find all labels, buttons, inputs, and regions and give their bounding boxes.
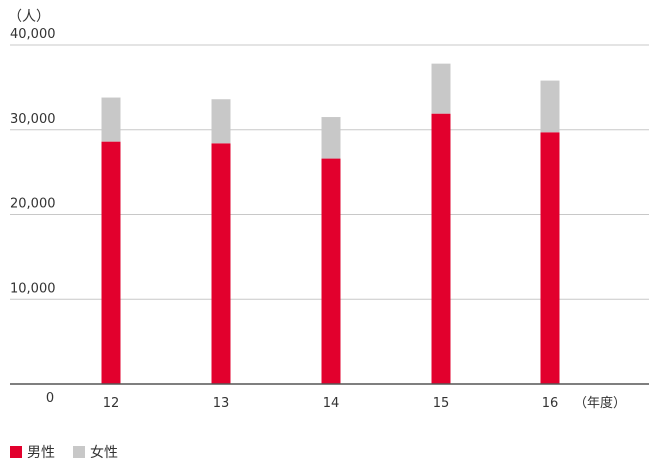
bar-male xyxy=(101,141,121,384)
bar-female xyxy=(321,117,341,159)
x-tick-label: 14 xyxy=(323,396,340,411)
x-unit-label: （年度） xyxy=(574,395,626,411)
bar-male xyxy=(321,158,341,384)
legend-item-female: 女性 xyxy=(73,442,118,462)
legend-swatch-female xyxy=(73,446,85,458)
bar-female xyxy=(211,99,231,144)
x-tick-label: 16 xyxy=(542,396,559,411)
tick-labels: 0 10,000 20,000 30,000 40,000 12 13 14 15 16 （年度） xyxy=(10,27,626,411)
y-tick-label: 10,000 xyxy=(10,281,56,296)
legend: 男性 女性 xyxy=(10,442,136,462)
y-tick-label: 40,000 xyxy=(10,27,56,42)
legend-label-male: 男性 xyxy=(27,445,55,461)
y-unit-label: （人） xyxy=(8,9,50,25)
legend-swatch-male xyxy=(10,446,22,458)
bar-male xyxy=(431,113,451,385)
x-tick-label: 15 xyxy=(433,396,450,411)
bar-female xyxy=(431,63,451,114)
bar-male xyxy=(540,132,560,384)
bar-male xyxy=(211,143,231,384)
x-tick-label: 13 xyxy=(213,396,230,411)
legend-label-female: 女性 xyxy=(90,445,118,461)
bar-female xyxy=(101,97,121,142)
x-tick-label: 12 xyxy=(103,396,120,411)
legend-item-male: 男性 xyxy=(10,442,55,462)
y-tick-label: 0 xyxy=(46,391,54,406)
bar-female xyxy=(540,80,560,133)
bars xyxy=(101,63,560,385)
y-tick-label: 20,000 xyxy=(10,197,56,212)
y-tick-label: 30,000 xyxy=(10,112,56,127)
